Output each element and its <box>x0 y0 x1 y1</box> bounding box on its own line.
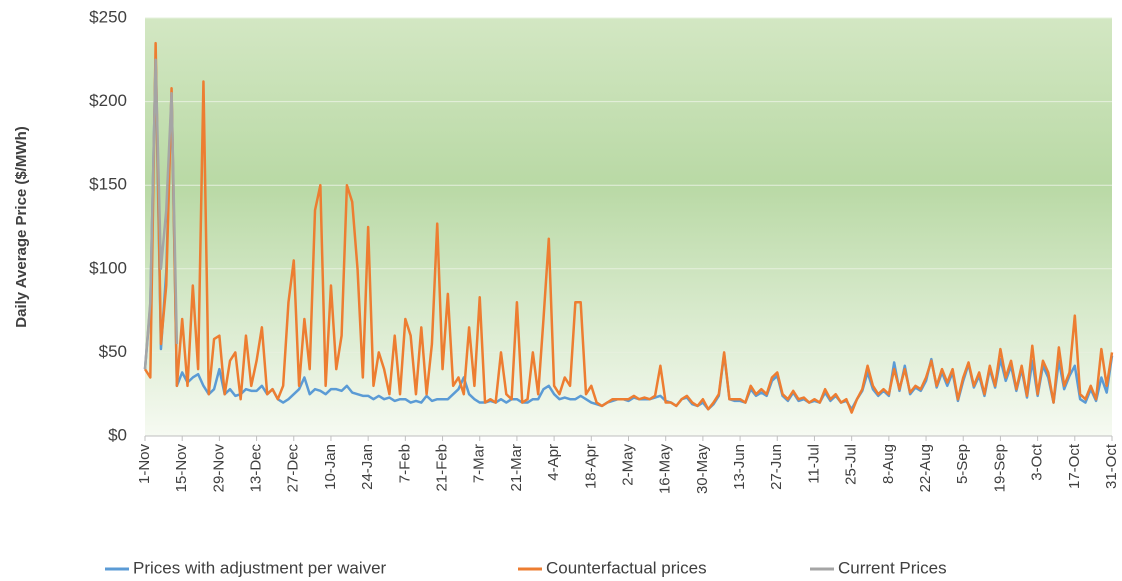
series-line <box>143 41 1114 414</box>
y-tick-label: $150 <box>89 175 127 194</box>
x-tick-label: 17-Oct <box>1066 443 1083 489</box>
x-tick-label: 3-Oct <box>1029 443 1046 481</box>
y-axis-title: Daily Average Price ($/MWh) <box>13 126 30 327</box>
x-tick-label: 29-Nov <box>210 444 227 493</box>
plot-area <box>145 18 1112 436</box>
x-tick-label: 16-May <box>657 444 674 495</box>
y-tick-label: $0 <box>108 425 127 444</box>
x-tick-label: 25-Jul <box>843 444 860 485</box>
legend-label: Counterfactual prices <box>546 558 707 577</box>
x-tick-label: 7-Feb <box>396 444 413 483</box>
y-tick-label: $200 <box>89 91 127 110</box>
x-tick-label: 10-Jan <box>322 444 339 490</box>
x-tick-label: 7-Mar <box>471 444 488 483</box>
x-tick-label: 19-Sep <box>991 444 1008 492</box>
x-tick-label: 31-Oct <box>1103 443 1120 489</box>
x-tick-label: 13-Jun <box>731 444 748 490</box>
x-tick-label: 5-Sep <box>954 444 971 484</box>
y-tick-label: $100 <box>89 258 127 277</box>
legend-label: Prices with adjustment per waiver <box>133 558 387 577</box>
x-tick-label: 1-Nov <box>136 444 153 485</box>
y-tick-label: $50 <box>99 342 127 361</box>
x-tick-label: 4-Apr <box>545 444 562 481</box>
x-tick-label: 27-Dec <box>285 444 302 493</box>
x-tick-label: 24-Jan <box>359 444 376 490</box>
x-tick-label: 21-Feb <box>434 444 451 492</box>
x-tick-label: 15-Nov <box>173 444 190 493</box>
x-tick-label: 2-May <box>619 444 636 486</box>
x-tick-label: 11-Jul <box>805 444 822 484</box>
x-tick-label: 18-Apr <box>582 444 599 489</box>
x-tick-label: 21-Mar <box>508 444 525 492</box>
y-tick-label: $250 <box>89 7 127 26</box>
x-tick-label: 8-Aug <box>880 444 897 484</box>
x-tick-label: 27-Jun <box>768 444 785 490</box>
x-tick-label: 22-Aug <box>917 444 934 492</box>
x-tick-label: 13-Dec <box>248 444 265 493</box>
x-tick-label: 30-May <box>694 444 711 495</box>
series-line <box>143 58 179 370</box>
legend-label: Current Prices <box>838 558 947 577</box>
